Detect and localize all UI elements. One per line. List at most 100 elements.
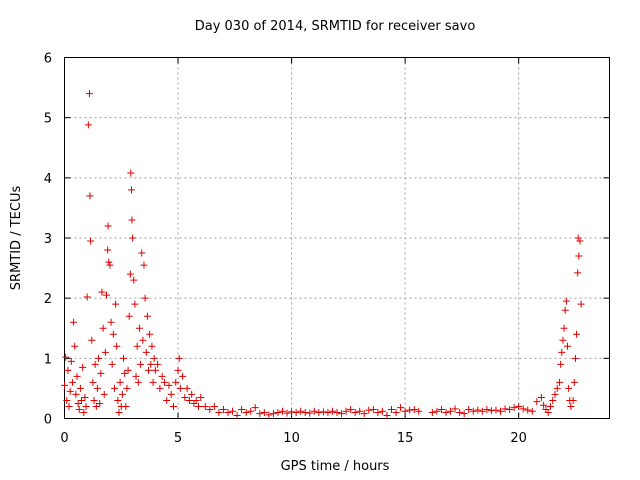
data-point xyxy=(175,354,183,362)
data-point xyxy=(66,387,74,395)
y-tick-label: 3 xyxy=(44,232,52,247)
data-point xyxy=(524,406,532,414)
data-point xyxy=(114,396,122,404)
data-point xyxy=(97,369,105,377)
data-point xyxy=(197,393,205,401)
data-point xyxy=(140,261,148,269)
data-point xyxy=(251,404,259,412)
data-point xyxy=(378,407,386,415)
data-point xyxy=(63,396,71,404)
data-point xyxy=(297,407,305,415)
data-point xyxy=(84,121,92,129)
y-tick-labels: 0 1 2 3 4 5 6 xyxy=(44,52,52,428)
data-point xyxy=(501,405,509,413)
data-point xyxy=(156,384,164,392)
data-point xyxy=(465,405,473,413)
data-point xyxy=(474,406,482,414)
data-point xyxy=(447,407,455,415)
data-point xyxy=(104,222,112,230)
data-point xyxy=(519,405,527,413)
data-point xyxy=(85,90,93,98)
data-point xyxy=(351,408,359,416)
data-point xyxy=(360,410,368,418)
data-point xyxy=(388,405,395,413)
x-tick-labels: 0 5 10 15 20 xyxy=(60,431,527,446)
data-point xyxy=(279,407,286,415)
data-point xyxy=(125,312,133,320)
y-tick-label: 4 xyxy=(44,172,52,187)
data-point xyxy=(219,405,227,413)
data-point xyxy=(576,237,584,245)
data-point xyxy=(137,360,145,368)
data-point xyxy=(288,408,296,416)
data-point xyxy=(201,402,209,410)
data-point xyxy=(123,384,131,392)
data-point xyxy=(179,372,187,380)
y-axis-label: SRMTID / TECUs xyxy=(9,186,24,291)
data-point xyxy=(256,410,264,418)
data-point xyxy=(233,411,241,419)
data-point xyxy=(93,384,101,392)
data-point xyxy=(506,405,514,413)
data-point xyxy=(82,402,90,410)
data-point xyxy=(342,407,350,415)
data-point xyxy=(108,360,116,368)
data-point xyxy=(167,390,175,398)
x-tick-label: 15 xyxy=(397,431,414,446)
data-point xyxy=(563,342,571,350)
data-point xyxy=(163,396,171,404)
data-point xyxy=(150,354,158,362)
data-point xyxy=(88,336,96,344)
data-point xyxy=(73,372,81,380)
data-point xyxy=(269,410,277,418)
data-point xyxy=(101,348,109,356)
data-point xyxy=(497,407,504,415)
data-point xyxy=(91,360,99,368)
data-point xyxy=(347,405,355,413)
data-point xyxy=(83,293,91,301)
data-point xyxy=(143,312,151,320)
x-tick-label: 10 xyxy=(283,431,300,446)
data-point xyxy=(81,393,89,401)
data-point xyxy=(283,409,291,417)
data-point xyxy=(133,342,141,350)
data-point xyxy=(113,342,121,350)
data-point xyxy=(570,378,578,386)
data-point xyxy=(558,348,566,356)
data-point xyxy=(89,378,97,386)
data-point xyxy=(561,306,569,314)
data-point xyxy=(392,408,400,416)
data-point xyxy=(451,405,459,413)
data-point xyxy=(192,396,200,404)
data-point xyxy=(105,258,113,266)
data-point xyxy=(210,402,218,410)
data-point xyxy=(478,407,486,415)
data-point xyxy=(333,408,341,416)
data-point xyxy=(274,408,282,416)
data-point xyxy=(410,405,418,413)
data-point xyxy=(174,366,182,374)
data-point xyxy=(397,404,405,412)
data-point xyxy=(62,353,70,361)
data-point xyxy=(401,407,409,415)
data-point xyxy=(131,300,139,308)
data-point xyxy=(492,406,500,414)
data-point xyxy=(557,360,565,368)
data-point xyxy=(106,261,114,269)
data-point xyxy=(510,404,518,412)
data-point xyxy=(129,234,137,242)
data-point xyxy=(247,407,255,415)
data-point xyxy=(437,405,445,413)
data-point xyxy=(238,405,246,413)
data-point xyxy=(577,300,585,308)
data-point xyxy=(64,366,72,374)
data-point xyxy=(540,401,548,409)
data-point xyxy=(116,378,124,386)
y-tick-label: 1 xyxy=(44,352,52,367)
data-point xyxy=(170,402,177,410)
data-point xyxy=(86,192,94,200)
data-point xyxy=(70,318,78,326)
data-point xyxy=(487,407,495,415)
data-point xyxy=(415,407,423,415)
data-point xyxy=(120,354,128,362)
